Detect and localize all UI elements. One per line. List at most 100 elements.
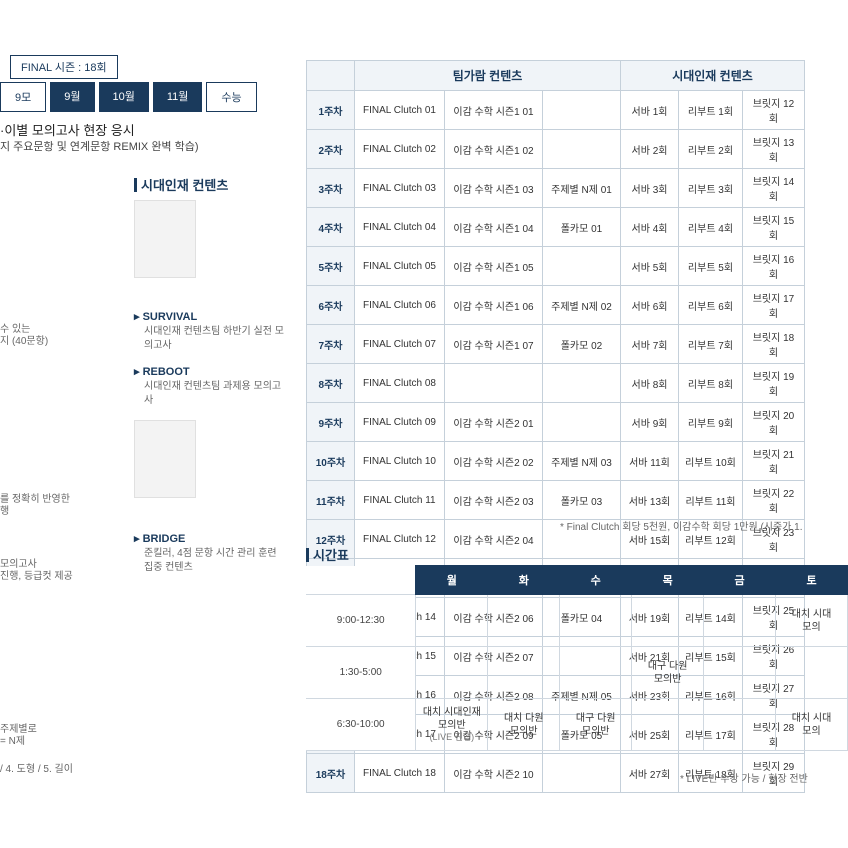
book-reboot-desc: 시대인재 컨텐츠팀 과제용 모의고사 xyxy=(134,380,284,408)
schedule-cell xyxy=(704,647,776,699)
tab-oct[interactable]: 10월 xyxy=(99,82,149,112)
book-survival-title: SURVIVAL xyxy=(134,310,284,323)
table-cell: 이감 수학 시즌1 02 xyxy=(445,130,543,169)
table-cell: 리부트 6회 xyxy=(679,286,743,325)
table-cell: 리부트 5회 xyxy=(679,247,743,286)
subtitle-line2: 지 주요문항 및 연계문항 REMIX 완벽 학습) xyxy=(0,138,199,154)
schedule-table: 월화수목금토 9:00-12:30대치 시대모의1:30-5:00대구 다원모의… xyxy=(306,565,848,751)
table-cell xyxy=(543,364,621,403)
tab-9mo[interactable]: 9모 xyxy=(0,82,46,112)
table-cell: 11주차 xyxy=(307,481,355,520)
table-cell: 서바 13회 xyxy=(621,481,679,520)
table-cell: 이감 수학 시즌2 03 xyxy=(445,481,543,520)
table-cell xyxy=(543,247,621,286)
content-heading: 시대인재 컨텐츠 xyxy=(134,175,228,194)
schedule-cell xyxy=(488,647,560,699)
schedule-time-cell: 1:30-5:00 xyxy=(306,647,416,699)
schedule-day-header: 수 xyxy=(560,566,632,595)
schedule-row: 1:30-5:00 대구 다원모의반 xyxy=(306,647,848,699)
left-frag-8: = N제 xyxy=(0,732,25,747)
table-cell xyxy=(445,364,543,403)
table-cell: 1주차 xyxy=(307,91,355,130)
subtitle-line1: ·이별 모의고사 현장 응시 xyxy=(0,120,135,139)
schedule-cell xyxy=(704,595,776,647)
table-cell: 브릿지 18회 xyxy=(743,325,805,364)
schedule-cell xyxy=(416,595,488,647)
left-frag-9: / 4. 도형 / 5. 길이 xyxy=(0,760,73,775)
tab-suneung[interactable]: 수능 xyxy=(206,82,256,112)
table-row: 8주차FINAL Clutch 08서바 8회리부트 8회브릿지 19회 xyxy=(307,364,805,403)
table-cell: 이감 수학 시즌2 10 xyxy=(445,754,543,793)
table-cell: 주제별 N제 01 xyxy=(543,169,621,208)
table-cell: 4주차 xyxy=(307,208,355,247)
table-cell: 서바 27회 xyxy=(621,754,679,793)
table-cell: 브릿지 13회 xyxy=(743,130,805,169)
table-cell: 브릿지 22회 xyxy=(743,481,805,520)
table-cell: FINAL Clutch 02 xyxy=(355,130,445,169)
table-cell: 브릿지 12회 xyxy=(743,91,805,130)
table-cell: 리부트 1회 xyxy=(679,91,743,130)
schedule-cell: 대치 시대모의 xyxy=(776,595,848,647)
table-cell xyxy=(543,754,621,793)
schedule-time-cell: 9:00-12:30 xyxy=(306,595,416,647)
table-cell: 브릿지 17회 xyxy=(743,286,805,325)
schedule-footnote: * LIVE반 수강 가능 / 현장 전반 xyxy=(680,770,808,785)
table-footnote: * Final Clutch 회당 5천원, 이감수학 회당 1만원 (시중가 … xyxy=(560,518,803,533)
table-cell: 이감 수학 시즌2 04 xyxy=(445,520,543,559)
schedule-cell: 대구 다원모의반 xyxy=(632,647,704,699)
table-cell: 8주차 xyxy=(307,364,355,403)
table-row: 6주차FINAL Clutch 06이감 수학 시즌1 06주제별 N제 02서… xyxy=(307,286,805,325)
final-season-label: FINAL 시즌 : 18회 xyxy=(10,55,118,79)
tab-nov[interactable]: 11월 xyxy=(153,82,203,112)
schedule-day-header: 토 xyxy=(776,566,848,595)
left-frag-2: 지 (40문항) xyxy=(0,332,48,347)
table-cell: 2주차 xyxy=(307,130,355,169)
book-survival: SURVIVAL 시대인재 컨텐츠팀 하반기 실전 모의고사 xyxy=(134,310,284,353)
table-cell: 이감 수학 시즌1 04 xyxy=(445,208,543,247)
book-image-2 xyxy=(134,420,196,498)
table-row: 5주차FINAL Clutch 05이감 수학 시즌1 05서바 5회리부트 5… xyxy=(307,247,805,286)
book-reboot-title: REBOOT xyxy=(134,365,284,378)
table-cell: 서바 5회 xyxy=(621,247,679,286)
table-row: 9주차FINAL Clutch 09이감 수학 시즌2 01서바 9회리부트 9… xyxy=(307,403,805,442)
th-blank xyxy=(307,61,355,91)
table-cell: 주제별 N제 03 xyxy=(543,442,621,481)
table-cell: FINAL Clutch 08 xyxy=(355,364,445,403)
schedule-day-header: 금 xyxy=(704,566,776,595)
table-row: 2주차FINAL Clutch 02이감 수학 시즌1 02서바 2회리부트 2… xyxy=(307,130,805,169)
table-cell xyxy=(543,403,621,442)
schedule-cell xyxy=(632,595,704,647)
table-row: 4주차FINAL Clutch 04이감 수학 시즌1 04폴카모 01서바 4… xyxy=(307,208,805,247)
table-cell: 폴카모 01 xyxy=(543,208,621,247)
table-cell: 서바 9회 xyxy=(621,403,679,442)
table-cell: 브릿지 14회 xyxy=(743,169,805,208)
table-cell: FINAL Clutch 10 xyxy=(355,442,445,481)
book-bridge-desc: 준킬러, 4점 문항 시간 관리 훈련 집중 컨텐츠 xyxy=(134,547,284,575)
table-row: 11주차FINAL Clutch 11이감 수학 시즌2 03폴카모 03서바 … xyxy=(307,481,805,520)
table-row: 7주차FINAL Clutch 07이감 수학 시즌1 07폴카모 02서바 7… xyxy=(307,325,805,364)
table-cell: 이감 수학 시즌2 02 xyxy=(445,442,543,481)
schedule-cell xyxy=(560,647,632,699)
table-cell: 6주차 xyxy=(307,286,355,325)
table-cell: 이감 수학 시즌2 01 xyxy=(445,403,543,442)
table-cell: 서바 2회 xyxy=(621,130,679,169)
table-cell: 10주차 xyxy=(307,442,355,481)
left-frag-3: 를 정확히 반영한 xyxy=(0,490,70,505)
table-cell: FINAL Clutch 09 xyxy=(355,403,445,442)
schedule-day-header: 화 xyxy=(488,566,560,595)
schedule-row: 9:00-12:30 대치 시대모의 xyxy=(306,595,848,647)
table-cell: 폴카모 02 xyxy=(543,325,621,364)
table-cell: 7주차 xyxy=(307,325,355,364)
table-cell: 서바 1회 xyxy=(621,91,679,130)
table-cell: 브릿지 19회 xyxy=(743,364,805,403)
schedule-cell xyxy=(560,595,632,647)
book-bridge: BRIDGE 준킬러, 4점 문항 시간 관리 훈련 집중 컨텐츠 xyxy=(134,532,284,575)
table-cell: 리부트 8회 xyxy=(679,364,743,403)
schedule-row: 6:30-10:00대치 시대인재모의반(LIVE 진행)대치 다원모의반대구 … xyxy=(306,699,848,751)
table-cell: 리부트 10회 xyxy=(679,442,743,481)
table-cell: FINAL Clutch 06 xyxy=(355,286,445,325)
schedule-cell: 대치 다원모의반 xyxy=(488,699,560,751)
th-sidae: 시대인재 컨텐츠 xyxy=(621,61,805,91)
table-cell: 리부트 7회 xyxy=(679,325,743,364)
tab-sep[interactable]: 9월 xyxy=(50,82,94,112)
